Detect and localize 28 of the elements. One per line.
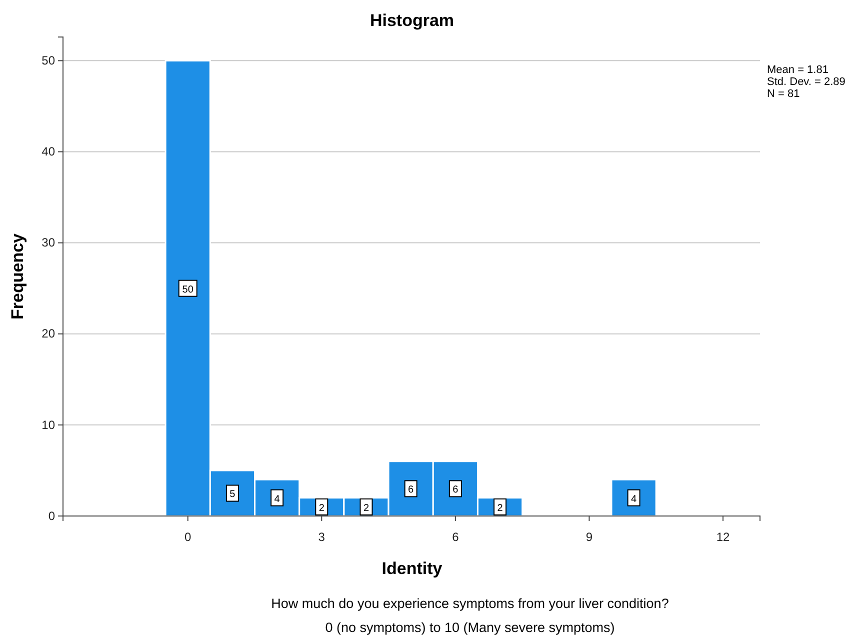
y-tick-label: 0 [48, 508, 56, 523]
data-label: 5 [230, 489, 236, 500]
text: Mean = 1.81 [767, 64, 828, 76]
x-tick-label: 6 [452, 530, 460, 544]
data-label: 2 [363, 502, 370, 514]
x-tick-label: 0 [184, 530, 192, 544]
data-label: 6 [452, 484, 459, 496]
data-label: 4 [631, 494, 638, 505]
data-label: 50 [182, 284, 194, 296]
y-tick-label: 20 [42, 326, 56, 341]
x-tick-label: 9 [586, 530, 593, 544]
text: Std. Dev. = 2.89 [767, 76, 846, 88]
text: How much do you experience symptoms from your liver condition? [271, 596, 669, 611]
data-label: 2 [318, 502, 325, 514]
data-label: 6 [408, 484, 414, 496]
y-tick-label: 10 [42, 418, 56, 432]
chart-title: Histogram [370, 11, 454, 30]
y-axis-title: Frequency [8, 232, 27, 320]
x-axis-title: Identity [382, 559, 443, 578]
data-label: 2 [497, 502, 504, 514]
data-label: 4 [274, 494, 280, 505]
x-tick-label: 12 [716, 530, 730, 544]
y-tick-label: 30 [42, 236, 56, 250]
text: 0 (no symptoms) to 10 (Many severe symptoms) [325, 620, 615, 635]
text: N = 81 [767, 88, 800, 100]
y-tick-label: 40 [42, 144, 56, 159]
y-tick-label: 50 [42, 54, 56, 68]
x-tick-label: 3 [318, 530, 326, 544]
